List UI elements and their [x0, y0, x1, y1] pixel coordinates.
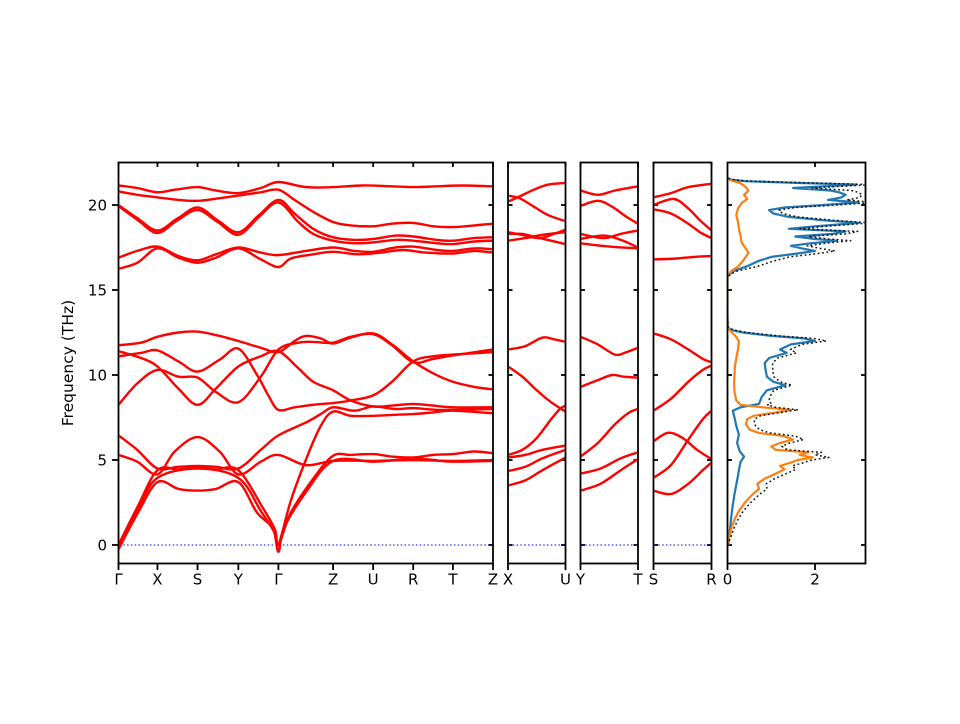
phonon-band	[654, 208, 711, 239]
phonon-band	[119, 198, 492, 242]
y-tick-label: 5	[97, 452, 107, 470]
panel-XU-frame	[507, 161, 567, 565]
phonon-band	[581, 373, 637, 388]
k-point-label: T	[632, 571, 643, 589]
k-point-label: S	[193, 571, 203, 589]
dos-x-tick-label: 2	[810, 571, 820, 589]
YT-bands	[581, 185, 637, 492]
phonon-band	[581, 408, 637, 458]
k-point-label: Z	[488, 571, 498, 589]
phonon-band	[654, 364, 711, 412]
y-tick-label: 0	[97, 537, 107, 555]
phonon-band	[654, 431, 711, 460]
y-axis-label: Frequency (THz)	[59, 300, 77, 426]
panel-YT-frame	[579, 161, 639, 565]
phonon-band	[119, 188, 492, 229]
phonon-band	[654, 182, 711, 199]
phonon-band	[581, 199, 637, 225]
phonon-band	[509, 456, 565, 487]
phonon-band	[654, 409, 711, 479]
phonon-band	[509, 404, 565, 456]
k-point-label: U	[560, 571, 571, 589]
phonon-band	[509, 336, 565, 351]
k-point-label: Γ	[274, 571, 283, 589]
phonon-band	[654, 254, 711, 261]
phonon-band	[654, 461, 711, 496]
main-bands	[119, 180, 492, 554]
phonon-band	[581, 335, 637, 357]
k-point-label: R	[408, 571, 418, 589]
panel-main: 0 5 10 15 20 Γ X S Y Γ Z U R T Z	[88, 161, 498, 589]
y-tick-label: 20	[88, 197, 107, 215]
k-point-label: X	[503, 571, 513, 589]
k-point-label: X	[152, 571, 162, 589]
phonon-band	[509, 181, 565, 203]
panel-SR-frame	[652, 161, 713, 565]
phonon-band	[509, 448, 565, 473]
panel-main-frame	[117, 161, 494, 565]
phonon-band	[581, 242, 637, 250]
k-point-label: Γ	[114, 571, 123, 589]
partial-dos-2-curve	[728, 177, 814, 546]
y-tick-label: 10	[88, 367, 107, 385]
phonon-band	[509, 194, 565, 223]
partial-dos-1-curve	[728, 177, 860, 546]
total-dos-curve	[728, 177, 865, 545]
phonon-band	[119, 245, 492, 262]
k-point-label: Z	[328, 571, 338, 589]
SR-bands	[654, 182, 711, 496]
phonon-band	[119, 405, 492, 471]
phonon-band	[509, 444, 565, 459]
phonon-band	[581, 185, 637, 197]
phonon-band	[119, 180, 492, 195]
XU-bands	[509, 181, 565, 487]
panel-dos-frame	[726, 161, 867, 565]
phonon-band	[581, 234, 637, 249]
phonon-band	[119, 247, 492, 270]
phonon-band	[119, 201, 492, 246]
phonon-band	[654, 332, 711, 364]
k-point-label: T	[447, 571, 458, 589]
phonon-band	[119, 330, 492, 391]
k-point-label: U	[368, 571, 379, 589]
k-point-label: S	[649, 571, 659, 589]
phonon-band	[119, 332, 492, 406]
y-tick-label: 15	[88, 282, 107, 300]
dos-curves	[728, 177, 865, 546]
phonon-band	[119, 457, 492, 554]
phonon-band	[581, 458, 637, 492]
phonon-band	[581, 451, 637, 475]
k-point-label: Y	[233, 571, 244, 589]
phonon-band	[654, 197, 711, 232]
phonon-band	[509, 365, 565, 413]
phonon-band	[119, 409, 492, 548]
phonon-band	[119, 349, 492, 409]
k-point-label: R	[706, 571, 716, 589]
dos-x-tick-label: 0	[723, 571, 733, 589]
phonon-band	[509, 232, 565, 246]
k-point-label: Y	[575, 571, 586, 589]
